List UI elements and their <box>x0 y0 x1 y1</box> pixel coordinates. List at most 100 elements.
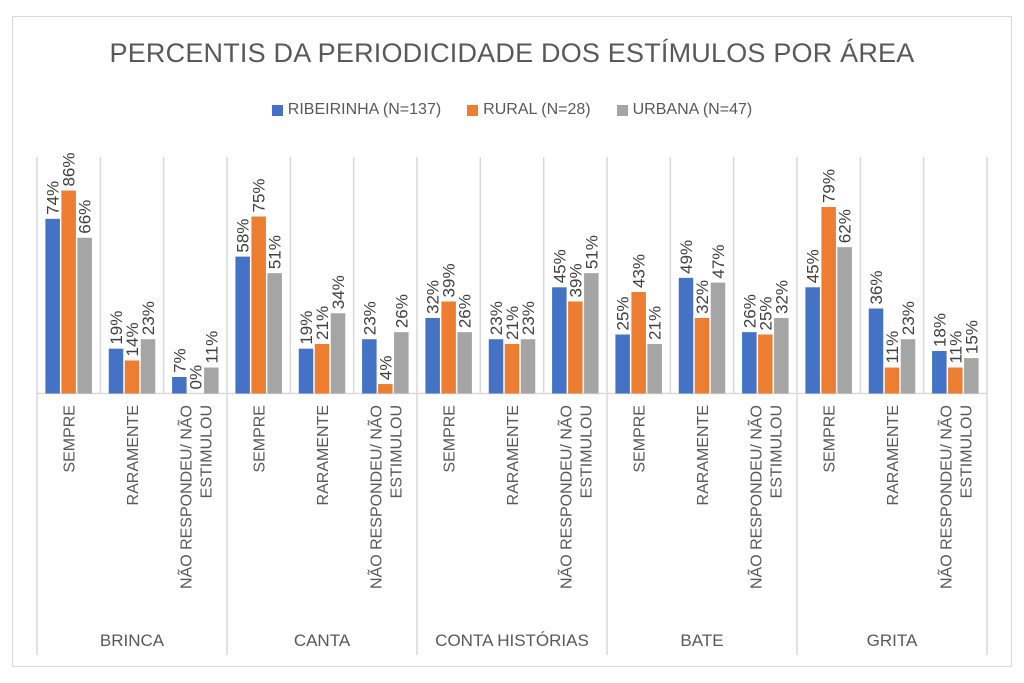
category-label: RARAMENTE <box>505 405 522 505</box>
legend-item-ribeirinha: RIBEIRINHA (N=137) <box>271 101 442 119</box>
bar-urbana <box>77 237 92 394</box>
data-label: 51% <box>582 235 601 269</box>
data-label: 62% <box>836 209 855 243</box>
legend-swatch-urbana <box>616 104 628 116</box>
category-label: SEMPRE <box>62 405 79 473</box>
category-label: NÃO RESPONDEU/ NÃO <box>935 405 955 589</box>
data-label: 11% <box>946 331 965 364</box>
data-label: 21% <box>646 306 665 340</box>
category-label: ESTIMULOU <box>388 405 405 498</box>
bar-urbana <box>774 317 789 394</box>
bar-urbana <box>900 339 916 394</box>
bar-ribeirinha <box>678 277 694 394</box>
bar-ribeirinha <box>742 332 757 394</box>
legend-label-rural: RURAL (N=28) <box>483 101 591 118</box>
bar-rural <box>251 216 266 394</box>
data-label: 25% <box>756 296 775 330</box>
data-label: 47% <box>709 245 728 279</box>
bar-ribeirinha <box>45 218 60 394</box>
bar-ribeirinha <box>235 256 250 394</box>
bar-rural <box>61 190 76 394</box>
bar-urbana <box>394 332 409 394</box>
category-label: NÃO RESPONDEU/ NÃO <box>175 405 195 589</box>
bar-rural <box>568 301 583 394</box>
bar-urbana <box>140 339 156 394</box>
bar-rural <box>631 292 646 394</box>
category-label: ESTIMULOU <box>958 405 975 498</box>
bar-rural <box>948 367 963 394</box>
bar-ribeirinha <box>362 339 377 394</box>
data-label: 23% <box>139 301 158 335</box>
data-label: 21% <box>503 306 522 340</box>
legend-item-urbana: URBANA (N=47) <box>616 101 752 119</box>
category-label: RARAMENTE <box>125 405 142 505</box>
bar-urbana <box>204 367 219 394</box>
bar-ribeirinha <box>108 348 124 394</box>
data-label: 23% <box>360 301 379 335</box>
legend-swatch-rural <box>467 104 479 116</box>
legend-label-ribeirinha: RIBEIRINHA (N=137) <box>287 101 442 118</box>
data-label: 58% <box>234 219 253 253</box>
data-label: 23% <box>899 301 918 335</box>
bar-ribeirinha <box>805 287 820 394</box>
category-label: SEMPRE <box>442 405 459 473</box>
bar-rural <box>378 384 393 394</box>
category-label: ESTIMULOU <box>578 405 595 498</box>
data-label: 45% <box>550 249 569 283</box>
category-label: ESTIMULOU <box>768 405 785 498</box>
bar-ribeirinha <box>932 351 947 394</box>
data-label: 43% <box>630 254 649 288</box>
data-label: 32% <box>772 280 791 314</box>
chart-title: PERCENTIS DA PERIODICIDADE DOS ESTÍMULOS… <box>109 38 915 68</box>
group-label: CANTA <box>294 631 351 650</box>
category-label: RARAMENTE <box>885 405 902 505</box>
bar-rural <box>314 343 330 394</box>
data-label: 26% <box>392 294 411 328</box>
data-label: 49% <box>677 240 696 274</box>
legend-item-rural: RURAL (N=28) <box>467 101 591 119</box>
data-label: 21% <box>313 306 332 340</box>
group-label: GRITA <box>867 631 918 650</box>
data-label: 18% <box>930 313 949 347</box>
data-label: 86% <box>60 153 79 187</box>
bar-urbana <box>267 273 282 394</box>
data-label: 11% <box>883 331 902 364</box>
bar-rural <box>441 301 456 394</box>
data-label: 74% <box>44 181 63 215</box>
bar-rural <box>884 367 900 394</box>
data-label: 4% <box>376 355 395 380</box>
data-label: 14% <box>123 322 142 356</box>
bar-ribeirinha <box>298 348 314 394</box>
bar-ribeirinha <box>488 339 504 394</box>
data-label: 7% <box>170 348 189 373</box>
data-label: 34% <box>329 275 348 309</box>
bar-urbana <box>520 339 536 394</box>
data-label: 45% <box>804 249 823 283</box>
data-label: 66% <box>76 200 95 234</box>
category-label: NÃO RESPONDEU/ NÃO <box>555 405 575 589</box>
data-label: 79% <box>820 169 839 203</box>
category-label: NÃO RESPONDEU/ NÃO <box>365 405 385 589</box>
bar-rural <box>758 334 773 394</box>
bar-urbana <box>837 247 852 394</box>
bar-urbana <box>584 273 599 394</box>
category-label: SEMPRE <box>252 405 269 473</box>
bar-rural <box>504 343 520 394</box>
data-label: 26% <box>740 294 759 328</box>
data-label: 0% <box>186 365 205 390</box>
category-label: RARAMENTE <box>315 405 332 505</box>
bar-rural <box>124 360 140 394</box>
category-label: NÃO RESPONDEU/ NÃO <box>745 405 765 589</box>
bar-ribeirinha <box>425 317 440 394</box>
category-label: RARAMENTE <box>695 405 712 505</box>
data-label: 23% <box>487 301 506 335</box>
legend: RIBEIRINHA (N=137) RURAL (N=28) URBANA (… <box>0 101 1024 119</box>
data-label: 39% <box>440 263 459 297</box>
group-label: BATE <box>680 631 723 650</box>
bar-ribeirinha <box>552 287 567 394</box>
bar-ribeirinha <box>615 334 630 394</box>
bar-urbana <box>710 282 726 394</box>
bar-rural <box>821 207 836 394</box>
bar-urbana <box>330 313 346 394</box>
